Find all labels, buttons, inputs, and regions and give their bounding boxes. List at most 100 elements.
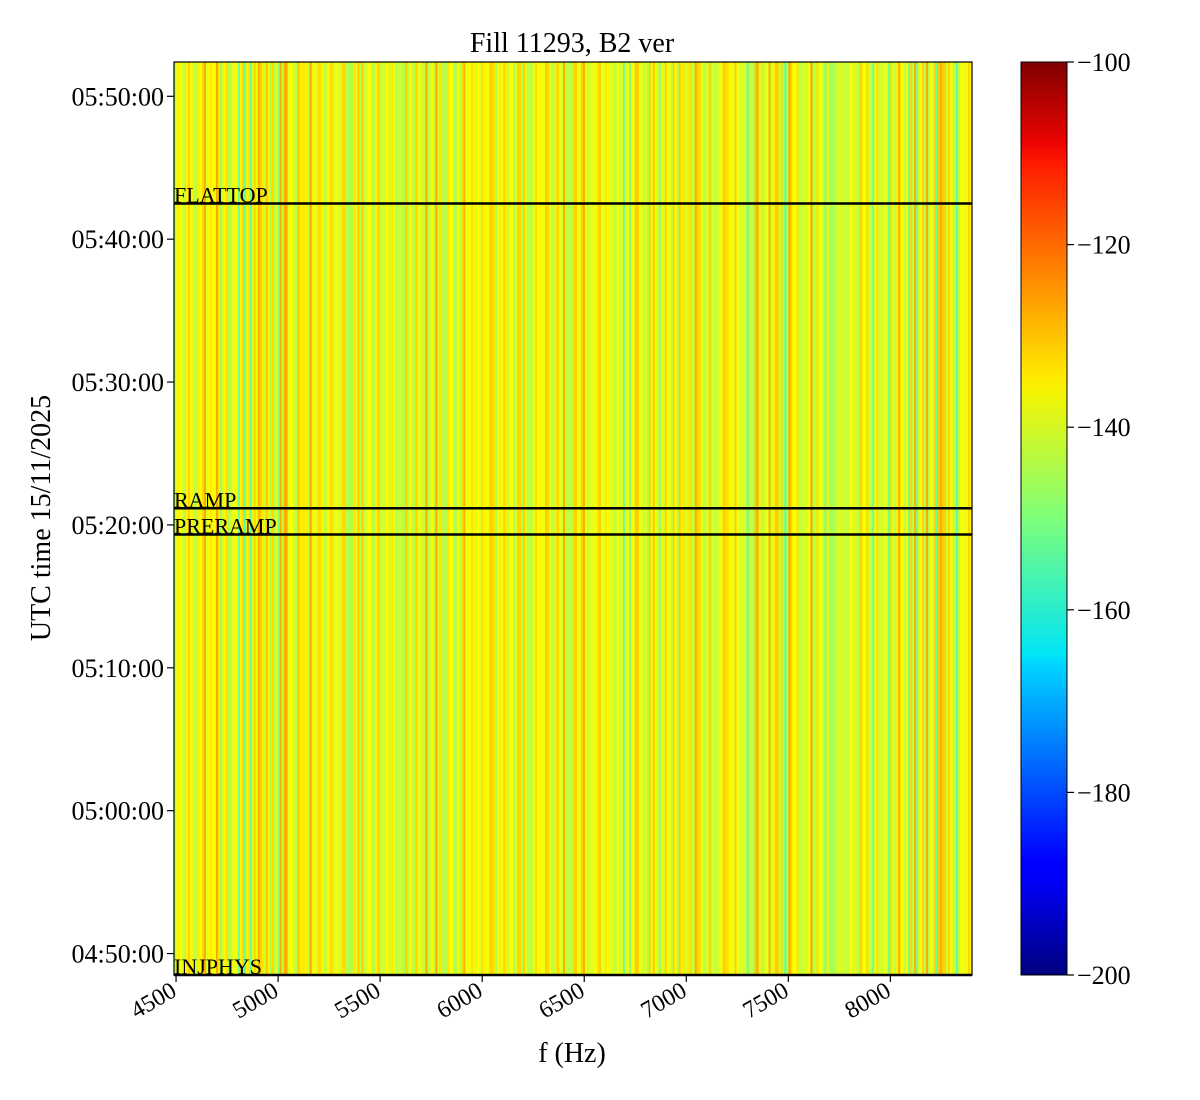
heatmap-stripe	[678, 62, 682, 975]
heatmap-stripe	[820, 62, 823, 975]
heatmap-stripe	[696, 62, 699, 975]
heatmap-stripes	[174, 62, 972, 975]
heatmap-stripe	[179, 62, 183, 975]
heatmap-stripe	[431, 62, 434, 975]
heatmap-stripe	[866, 62, 869, 975]
heatmap-stripe	[351, 62, 354, 975]
heatmap-stripe	[744, 62, 747, 975]
heatmap-stripe	[630, 62, 634, 975]
heatmap-stripe	[698, 62, 701, 975]
heatmap-stripe	[219, 62, 223, 975]
heatmap-stripe	[281, 62, 285, 975]
heatmap-stripe	[656, 62, 660, 975]
heatmap-stripe	[463, 62, 466, 975]
heatmap-stripe	[864, 62, 867, 975]
heatmap-stripe	[213, 62, 217, 975]
heatmap-stripe	[790, 62, 793, 975]
heatmap-stripe	[834, 62, 837, 975]
heatmap-stripe	[782, 62, 785, 975]
heatmap-stripe	[387, 62, 390, 975]
heatmap-stripe	[271, 62, 275, 975]
y-tick-label: 05:10:00	[72, 654, 164, 683]
heatmap-stripe	[413, 62, 416, 975]
heatmap-stripe	[313, 62, 316, 975]
heatmap-stripe	[846, 62, 849, 975]
heatmap-stripe	[371, 62, 374, 975]
heatmap-stripe	[473, 62, 476, 975]
heatmap-stripe	[684, 62, 688, 975]
colorbar-tick-label: −160	[1077, 596, 1131, 625]
heatmap-stripe	[265, 62, 269, 975]
heatmap-stripe	[333, 62, 336, 975]
heatmap-stripe	[730, 62, 733, 975]
heatmap-stripe	[521, 62, 524, 975]
heatmap-stripe	[594, 62, 598, 975]
heatmap-stripe	[844, 62, 847, 975]
heatmap-stripe	[399, 62, 402, 975]
heatmap-stripe	[433, 62, 436, 975]
heatmap-stripe	[393, 62, 396, 975]
heatmap-stripe	[257, 62, 261, 975]
heatmap-stripe	[964, 62, 967, 975]
heatmap-stripe	[682, 62, 686, 975]
heatmap-stripe	[962, 62, 965, 975]
x-tick-label: 8000	[841, 978, 896, 1025]
heatmap-stripe	[467, 62, 470, 975]
heatmap-stripe	[792, 62, 795, 975]
heatmap-stripe	[353, 62, 356, 975]
x-tick-label: 5000	[229, 978, 284, 1025]
heatmap-stripe	[301, 62, 304, 975]
heatmap-stripe	[323, 62, 326, 975]
heatmap-stripe	[493, 62, 496, 975]
y-tick-label: 05:00:00	[72, 797, 164, 826]
heatmap-stripe	[185, 62, 189, 975]
heatmap-stripe	[716, 62, 719, 975]
heatmap-stripe	[784, 62, 787, 975]
y-tick-label: 05:20:00	[72, 511, 164, 540]
phase-label: RAMP	[174, 487, 236, 512]
heatmap-stripe	[690, 62, 693, 975]
heatmap-stripe	[223, 62, 227, 975]
heatmap-stripe	[425, 62, 428, 975]
heatmap-stripe	[868, 62, 871, 975]
heatmap-stripe	[600, 62, 604, 975]
heatmap-stripe	[497, 62, 500, 975]
x-tick-label: 7000	[637, 978, 692, 1025]
heatmap-stripe	[816, 62, 819, 975]
heatmap-stripe	[275, 62, 279, 975]
heatmap-stripe	[794, 62, 797, 975]
heatmap-stripe	[642, 62, 646, 975]
heatmap-stripe	[241, 62, 245, 975]
heatmap-stripe	[734, 62, 737, 975]
x-tick-label: 5500	[331, 978, 386, 1025]
heatmap-stripe	[814, 62, 817, 975]
heatmap-stripe	[525, 62, 528, 975]
heatmap-stripe	[674, 62, 678, 975]
heatmap-stripe	[692, 62, 695, 975]
heatmap-stripe	[590, 62, 594, 975]
heatmap-stripe	[628, 62, 632, 975]
heatmap-stripe	[553, 62, 556, 975]
heatmap-stripe	[239, 62, 243, 975]
heatmap-stripe	[880, 62, 883, 975]
heatmap-stripe	[391, 62, 394, 975]
heatmap-stripe	[836, 62, 839, 975]
heatmap-stripe	[509, 62, 512, 975]
heatmap-stripe	[940, 62, 943, 975]
heatmap-stripe	[918, 62, 921, 975]
heatmap-stripe	[475, 62, 478, 975]
heatmap-stripe	[650, 62, 654, 975]
heatmap-stripe	[584, 62, 588, 975]
heatmap-stripe	[910, 62, 913, 975]
heatmap-stripe	[261, 62, 265, 975]
x-axis-label: f (Hz)	[538, 1038, 606, 1069]
heatmap-stripe	[840, 62, 843, 975]
heatmap-stripe	[848, 62, 851, 975]
heatmap-stripe	[317, 62, 320, 975]
heatmap-stripe	[515, 62, 518, 975]
heatmap-stripe	[319, 62, 322, 975]
heatmap-stripe	[602, 62, 606, 975]
heatmap-stripe	[405, 62, 408, 975]
heatmap-stripe	[221, 62, 225, 975]
